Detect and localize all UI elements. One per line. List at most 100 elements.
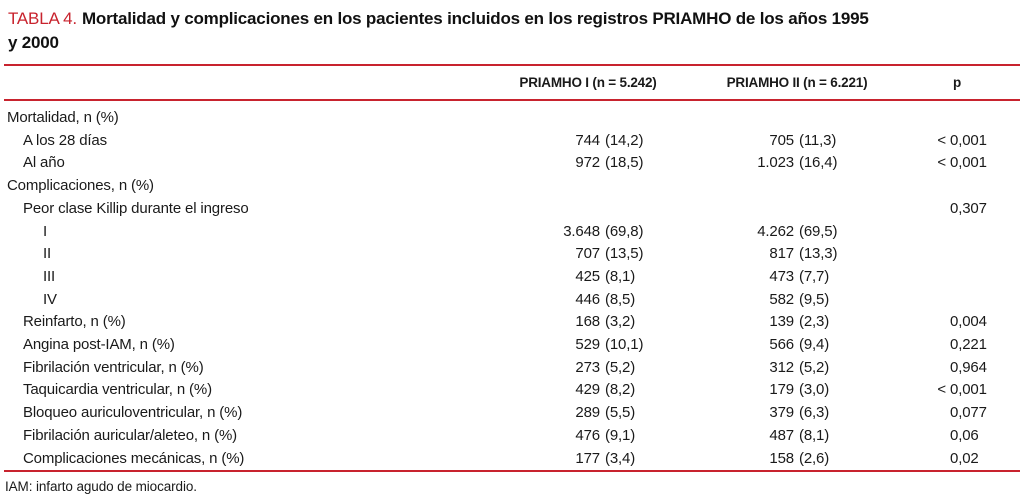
table-row: Bloqueo auriculoventricular, n (%) 289 (5,… xyxy=(4,402,1020,425)
table-header: PRIAMHO I (n = 5.242) PRIAMHO II (n = 6.… xyxy=(4,65,1020,100)
p-value xyxy=(850,221,1020,244)
priamho1-value: 529 (10,1) xyxy=(444,334,660,357)
p-number: 0,004 xyxy=(950,313,987,331)
priamho1-value xyxy=(444,100,660,130)
priamho2-percent: (6,3) xyxy=(799,404,830,422)
row-label: Peor clase Killip durante el ingreso xyxy=(23,199,249,217)
priamho1-count: 972 xyxy=(575,154,600,172)
p-value: 0,964 xyxy=(850,357,1020,380)
p-value: <0,001 xyxy=(850,152,1020,175)
p-value xyxy=(850,289,1020,312)
priamho2-value xyxy=(660,175,850,198)
priamho1-count: 177 xyxy=(575,449,600,467)
p-value: <0,001 xyxy=(850,130,1020,153)
p-value: <0,001 xyxy=(850,379,1020,402)
priamho1-value: 289 (5,5) xyxy=(444,402,660,425)
table-row: Al año 972 (18,5) 1.023 (16,4) <0,001 xyxy=(4,152,1020,175)
priamho2-percent: (13,3) xyxy=(799,245,838,263)
priamho2-percent: (9,4) xyxy=(799,336,830,354)
priamho2-count: 582 xyxy=(769,290,794,308)
priamho1-value: 177 (3,4) xyxy=(444,448,660,472)
priamho1-value: 273 (5,2) xyxy=(444,357,660,380)
table-title-line1: Mortalidad y complicaciones en los pacie… xyxy=(81,9,869,28)
table-header-row: PRIAMHO I (n = 5.242) PRIAMHO II (n = 6.… xyxy=(4,65,1020,100)
priamho2-percent: (2,6) xyxy=(799,449,830,467)
table-row: Peor clase Killip durante el ingreso 0,30… xyxy=(4,198,1020,221)
priamho1-value: 446 (8,5) xyxy=(444,289,660,312)
row-label: Al año xyxy=(23,154,65,172)
priamho2-value: 312 (5,2) xyxy=(660,357,850,380)
priamho2-count: 487 xyxy=(769,426,794,444)
row-label: II xyxy=(43,245,52,263)
priamho2-percent: (8,1) xyxy=(799,426,830,444)
priamho2-value: 179 (3,0) xyxy=(660,379,850,402)
priamho2-value: 4.262 (69,5) xyxy=(660,221,850,244)
p-number: 0,001 xyxy=(950,131,987,149)
p-value xyxy=(850,266,1020,289)
priamho2-value: 379 (6,3) xyxy=(660,402,850,425)
priamho1-value: 972 (18,5) xyxy=(444,152,660,175)
priamho2-count: 473 xyxy=(769,267,794,285)
priamho2-value: 566 (9,4) xyxy=(660,334,850,357)
priamho2-value: 158 (2,6) xyxy=(660,448,850,472)
table-row: Complicaciones mecánicas, n (%) 177 (3,4) 1… xyxy=(4,448,1020,472)
priamho2-count: 566 xyxy=(769,336,794,354)
p-value xyxy=(850,175,1020,198)
priamho1-percent: (5,2) xyxy=(605,358,636,376)
row-label: Complicaciones, n (%) xyxy=(7,177,154,195)
table-row: Reinfarto, n (%) 168 (3,2) 139 (2,3) 0,004 xyxy=(4,311,1020,334)
priamho1-count: 425 xyxy=(575,267,600,285)
row-label: Angina post-IAM, n (%) xyxy=(23,336,175,354)
priamho2-percent: (11,3) xyxy=(799,131,837,149)
priamho2-percent: (69,5) xyxy=(799,222,838,240)
priamho2-value: 705 (11,3) xyxy=(660,130,850,153)
p-number: 0,02 xyxy=(950,449,979,467)
row-label: Fibrilación ventricular, n (%) xyxy=(23,358,204,376)
priamho2-percent: (7,7) xyxy=(799,267,830,285)
priamho2-count: 179 xyxy=(769,381,794,399)
priamho2-count: 158 xyxy=(769,449,794,467)
priamho1-percent: (8,1) xyxy=(605,267,636,285)
priamho1-count: 3.648 xyxy=(563,222,600,240)
row-label: III xyxy=(43,267,56,285)
table-row: Complicaciones, n (%) xyxy=(4,175,1020,198)
priamho1-count: 446 xyxy=(575,290,600,308)
priamho1-percent: (3,2) xyxy=(605,313,636,331)
table-title: TABLA 4. Mortalidad y complicaciones en l… xyxy=(0,0,1024,55)
priamho1-percent: (8,2) xyxy=(605,381,636,399)
priamho1-value xyxy=(444,175,660,198)
table-row: I 3.648 (69,8) 4.262 (69,5) xyxy=(4,221,1020,244)
priamho2-count: 139 xyxy=(769,313,794,331)
header-priamho1: PRIAMHO I (n = 5.242) xyxy=(519,75,657,90)
table-row: Mortalidad, n (%) xyxy=(4,100,1020,130)
priamho2-percent: (2,3) xyxy=(799,313,830,331)
p-number: 0,077 xyxy=(950,404,987,422)
row-label: Complicaciones mecánicas, n (%) xyxy=(23,449,245,467)
mortality-complications-table: PRIAMHO I (n = 5.242) PRIAMHO II (n = 6.… xyxy=(4,64,1020,472)
priamho1-value: 3.648 (69,8) xyxy=(444,221,660,244)
row-label: Fibrilación auricular/aleteo, n (%) xyxy=(23,426,238,444)
priamho1-value: 744 (14,2) xyxy=(444,130,660,153)
priamho1-count: 476 xyxy=(575,426,600,444)
less-than-sign: < xyxy=(937,381,946,399)
table-row: IV 446 (8,5) 582 (9,5) xyxy=(4,289,1020,312)
priamho2-percent: (9,5) xyxy=(799,290,830,308)
p-number: 0,221 xyxy=(950,336,987,354)
priamho1-count: 168 xyxy=(575,313,600,331)
priamho1-count: 707 xyxy=(575,245,600,263)
priamho1-value: 429 (8,2) xyxy=(444,379,660,402)
priamho1-percent: (8,5) xyxy=(605,290,636,308)
priamho2-value: 817 (13,3) xyxy=(660,243,850,266)
less-than-sign: < xyxy=(937,131,946,149)
p-value: 0,06 xyxy=(850,425,1020,448)
priamho2-percent: (5,2) xyxy=(799,358,830,376)
table-row: Fibrilación ventricular, n (%) 273 (5,2) 31… xyxy=(4,357,1020,380)
priamho2-value: 487 (8,1) xyxy=(660,425,850,448)
priamho1-value: 168 (3,2) xyxy=(444,311,660,334)
row-label: I xyxy=(43,222,48,240)
p-value: 0,307 xyxy=(850,198,1020,221)
priamho1-count: 529 xyxy=(575,336,600,354)
p-value: 0,221 xyxy=(850,334,1020,357)
priamho1-count: 744 xyxy=(575,131,600,149)
